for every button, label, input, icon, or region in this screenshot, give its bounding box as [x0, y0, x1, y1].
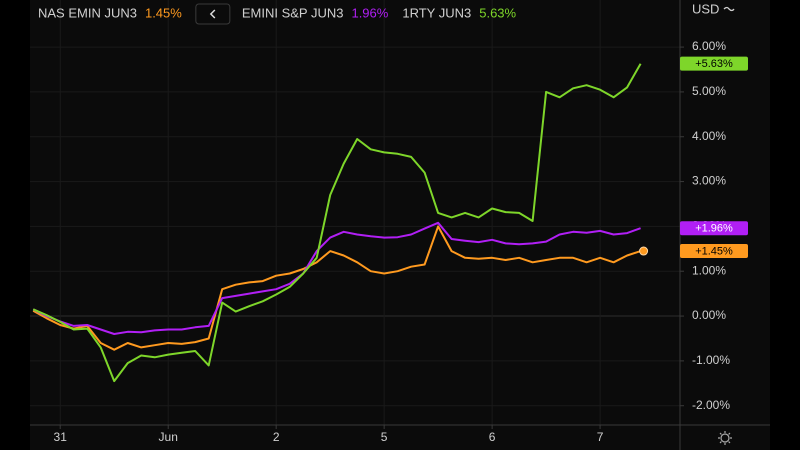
legend-value[interactable]: 1.45% [145, 5, 182, 20]
currency-label[interactable]: USD [692, 1, 719, 16]
collapse-icon[interactable] [209, 9, 216, 19]
series-line [32, 63, 642, 383]
x-tick-label: 31 [54, 430, 68, 444]
x-tick-label: Jun [159, 430, 178, 444]
x-tick-label: 7 [597, 430, 604, 444]
series-line [32, 225, 641, 351]
x-tick-label: 2 [273, 430, 280, 444]
legend-value[interactable]: 1.96% [351, 5, 388, 20]
price-badge [680, 56, 748, 71]
legend-name[interactable]: EMINI S&P JUN3 [242, 5, 344, 20]
x-tick-label: 5 [381, 430, 388, 444]
y-tick-label: 5.00% [692, 84, 726, 98]
price-badge [680, 244, 748, 259]
collapse-button[interactable] [195, 3, 231, 25]
legend: NAS EMIN JUN3 1.45% EMINI S&P JUN3 1.96% 1RT… [38, 3, 517, 25]
y-tick-label: 1.00% [692, 263, 726, 277]
legend-name[interactable]: NAS EMIN JUN3 [38, 5, 137, 20]
price-badge [680, 221, 748, 236]
y-tick-label: -2.00% [692, 398, 730, 412]
price-badge-label: +1.96% [695, 223, 733, 235]
price-badge-label: +5.63% [695, 58, 733, 70]
y-tick-label: 4.00% [692, 129, 726, 143]
lines [32, 63, 649, 383]
y-tick-label: 6.00% [692, 39, 726, 53]
currency-dropdown[interactable] [723, 6, 735, 12]
legend-value[interactable]: 5.63% [479, 5, 516, 20]
x-tick-label: 6 [489, 430, 496, 444]
series-line [32, 221, 641, 335]
y-tick-label: -1.00% [692, 353, 730, 367]
legend-name[interactable]: 1RTY JUN3 [402, 5, 471, 20]
settings-icon[interactable] [718, 431, 732, 445]
y-tick-label: 3.00% [692, 174, 726, 188]
axes: 6.00%5.00%4.00%3.00%2.00%1.00%0.00%-1.00… [54, 39, 748, 444]
price-badge-label: +1.45% [695, 245, 733, 257]
last-point [639, 246, 649, 256]
y-tick-label: 0.00% [692, 308, 726, 322]
chart-area [30, 0, 770, 450]
